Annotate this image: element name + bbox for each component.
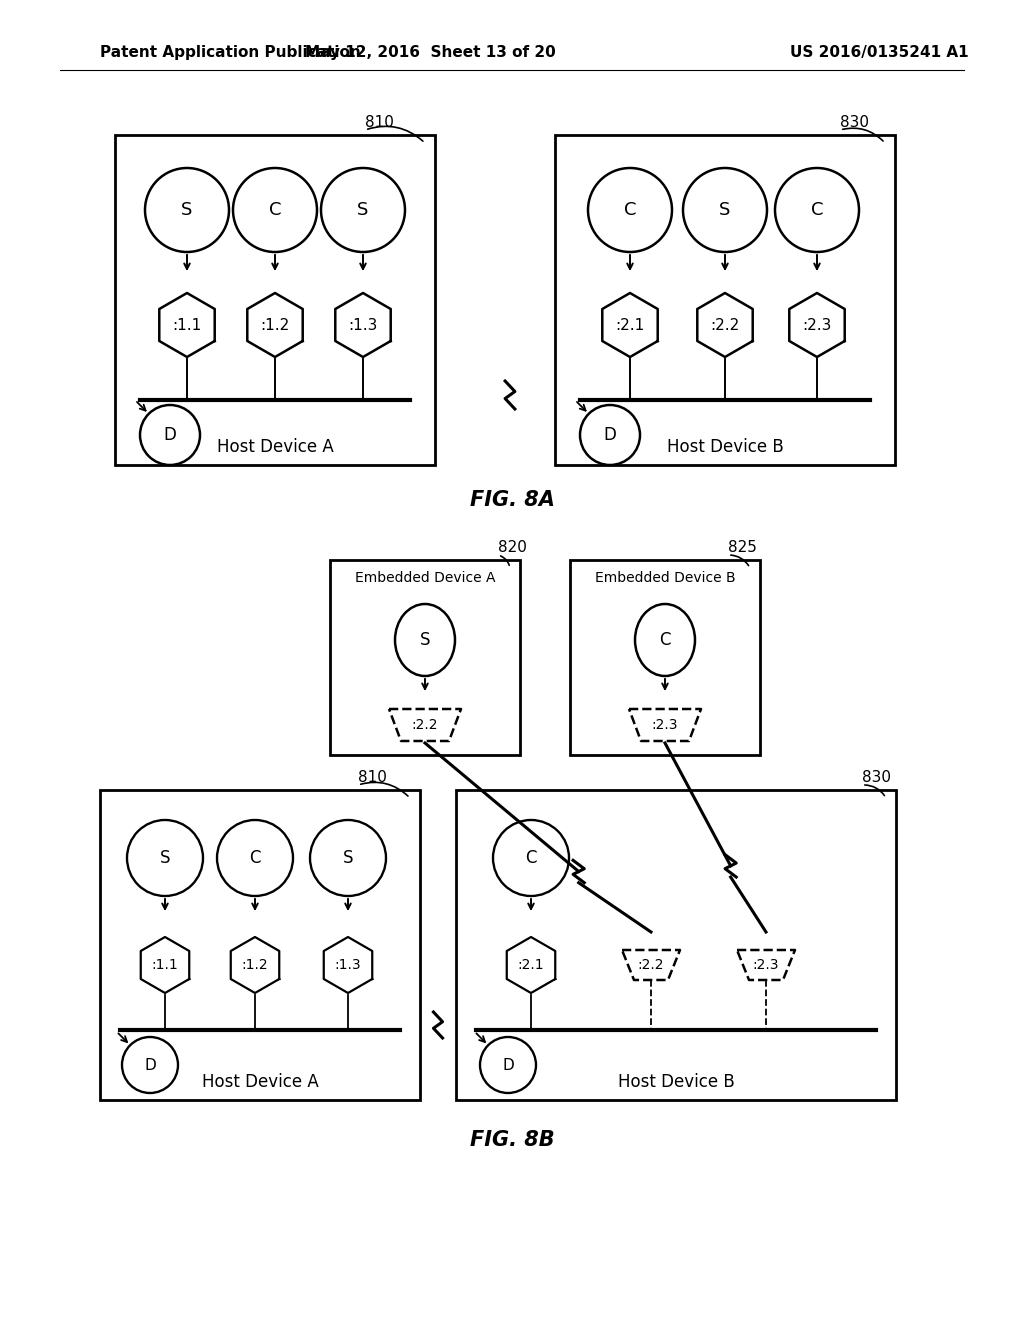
Bar	[555, 135, 895, 465]
Text: 810: 810	[365, 115, 394, 129]
Text: :2.2: :2.2	[412, 718, 438, 733]
Text: 830: 830	[862, 770, 891, 785]
Text: :2.3: :2.3	[651, 718, 678, 733]
Text: FIG. 8B: FIG. 8B	[470, 1130, 554, 1150]
Text: :2.3: :2.3	[803, 318, 831, 333]
Text: D: D	[144, 1057, 156, 1072]
Text: :1.3: :1.3	[348, 318, 378, 333]
Text: C: C	[624, 201, 636, 219]
Text: S: S	[343, 849, 353, 867]
Text: Embedded Device B: Embedded Device B	[595, 572, 735, 585]
Text: May 12, 2016  Sheet 13 of 20: May 12, 2016 Sheet 13 of 20	[304, 45, 555, 59]
Text: FIG. 8A: FIG. 8A	[470, 490, 554, 510]
Text: 810: 810	[358, 770, 387, 785]
Text: 830: 830	[840, 115, 869, 129]
Text: :1.1: :1.1	[172, 318, 202, 333]
Text: Host Device A: Host Device A	[217, 438, 334, 455]
Text: Patent Application Publication: Patent Application Publication	[100, 45, 360, 59]
Text: :2.1: :2.1	[518, 958, 545, 972]
Text: :2.2: :2.2	[711, 318, 739, 333]
Bar	[100, 789, 420, 1100]
Text: :1.2: :1.2	[260, 318, 290, 333]
Text: S: S	[160, 849, 170, 867]
Text: :1.3: :1.3	[335, 958, 361, 972]
Bar	[570, 560, 760, 755]
Text: :2.1: :2.1	[615, 318, 645, 333]
Bar	[330, 560, 520, 755]
Bar	[456, 789, 896, 1100]
Text: C: C	[525, 849, 537, 867]
Text: Host Device A: Host Device A	[202, 1073, 318, 1092]
Text: D: D	[502, 1057, 514, 1072]
Text: D: D	[164, 426, 176, 444]
Text: S: S	[719, 201, 731, 219]
Text: :2.3: :2.3	[753, 958, 779, 972]
Text: S: S	[357, 201, 369, 219]
Text: :2.2: :2.2	[638, 958, 665, 972]
Text: C: C	[811, 201, 823, 219]
Text: 825: 825	[728, 540, 757, 554]
Text: Embedded Device A: Embedded Device A	[354, 572, 496, 585]
Text: Host Device B: Host Device B	[667, 438, 783, 455]
Text: S: S	[181, 201, 193, 219]
Text: C: C	[249, 849, 261, 867]
Text: 820: 820	[498, 540, 527, 554]
Text: S: S	[420, 631, 430, 649]
Text: US 2016/0135241 A1: US 2016/0135241 A1	[790, 45, 969, 59]
Text: C: C	[659, 631, 671, 649]
Text: D: D	[603, 426, 616, 444]
Text: C: C	[268, 201, 282, 219]
Text: :1.1: :1.1	[152, 958, 178, 972]
Text: Host Device B: Host Device B	[617, 1073, 734, 1092]
Text: :1.2: :1.2	[242, 958, 268, 972]
Bar	[115, 135, 435, 465]
